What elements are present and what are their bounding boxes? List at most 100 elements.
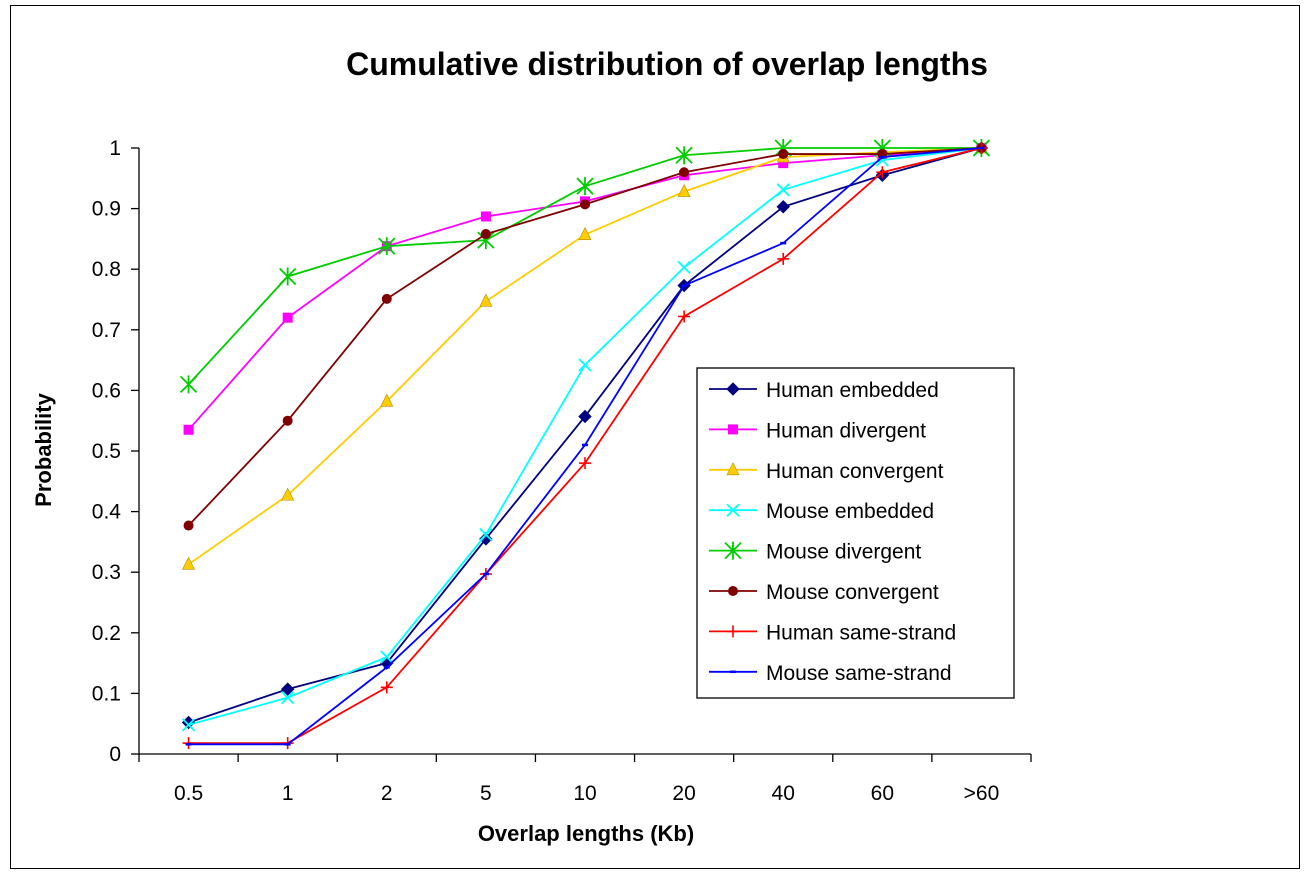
y-tick-label: 0.6 xyxy=(92,379,121,402)
legend-swatch-marker xyxy=(727,625,739,638)
marker-stroke xyxy=(181,718,196,732)
data-point xyxy=(281,487,295,501)
legend-entry: Human embedded xyxy=(709,379,939,402)
data-point xyxy=(578,226,592,240)
legend-swatch-marker xyxy=(724,541,742,560)
data-point xyxy=(576,177,594,196)
marker-stroke xyxy=(677,260,691,275)
data-point xyxy=(282,415,293,426)
y-tick-label: 0.8 xyxy=(92,258,121,281)
legend-entry: Mouse same-strand xyxy=(709,662,952,685)
data-point xyxy=(378,237,396,256)
legend-label: Mouse embedded xyxy=(766,500,934,523)
data-point xyxy=(381,293,392,304)
x-tick-label: 5 xyxy=(480,782,492,805)
x-tick-label: 0.5 xyxy=(174,782,203,805)
series-mouse-same-strand xyxy=(185,146,985,746)
data-point xyxy=(181,715,196,730)
data-point xyxy=(281,691,295,705)
legend-label: Human same-strand xyxy=(766,621,956,644)
y-tick-label: 1 xyxy=(109,137,121,160)
legend-label: Human embedded xyxy=(766,379,939,402)
y-tick-label: 0.9 xyxy=(92,198,121,221)
legend-box xyxy=(696,367,1015,699)
data-point xyxy=(181,718,196,732)
y-tick-label: 0.7 xyxy=(92,319,121,342)
series-layer xyxy=(179,139,991,750)
data-point xyxy=(778,158,789,169)
data-point xyxy=(580,199,590,210)
x-tick-label: 40 xyxy=(772,782,795,805)
data-point xyxy=(479,532,493,546)
chart-frame xyxy=(10,5,1300,869)
y-tick-label: 0 xyxy=(109,743,121,766)
x-tick-label: 20 xyxy=(672,782,695,805)
data-point xyxy=(675,146,693,165)
data-point xyxy=(380,681,393,694)
data-point xyxy=(777,252,790,265)
data-point xyxy=(578,358,592,372)
legend: Human embedded Human divergent Human conve… xyxy=(696,367,1015,699)
y-tick-label: 0.2 xyxy=(92,622,121,645)
data-point xyxy=(480,229,491,240)
marker-stroke xyxy=(578,358,592,372)
data-point xyxy=(479,293,493,307)
data-point xyxy=(179,375,198,394)
y-axis-title: Probability xyxy=(31,392,56,506)
data-point xyxy=(678,310,691,323)
legend-entry: Mouse embedded xyxy=(709,500,934,523)
marker-stroke xyxy=(380,650,394,664)
legend-swatch-marker xyxy=(726,382,740,396)
chart-title: Cumulative distribution of overlap lengt… xyxy=(346,46,988,82)
legend-entry: Mouse convergent xyxy=(709,581,939,604)
data-point xyxy=(182,556,196,570)
data-point xyxy=(183,424,194,435)
data-point xyxy=(776,183,790,197)
y-tick-label: 0.4 xyxy=(92,501,122,524)
data-point xyxy=(480,211,491,222)
data-point xyxy=(279,267,297,286)
data-point xyxy=(876,166,889,179)
x-tick-label: 1 xyxy=(282,782,294,805)
data-point xyxy=(677,183,691,197)
data-point xyxy=(677,260,691,275)
x-tick-label: 60 xyxy=(871,782,894,805)
data-point xyxy=(776,200,790,214)
marker-stroke xyxy=(726,503,740,517)
data-point xyxy=(479,527,493,542)
data-point xyxy=(579,457,591,470)
legend-label: Mouse divergent xyxy=(766,541,921,564)
marker-stroke xyxy=(281,691,295,705)
y-tick-label: 0.5 xyxy=(92,440,121,463)
legend-label: Mouse convergent xyxy=(766,581,939,604)
legend-swatch-marker xyxy=(726,462,740,476)
data-point xyxy=(280,682,295,696)
data-point xyxy=(778,149,789,160)
y-tick-label: 0.3 xyxy=(92,561,121,584)
series-mouse-divergent xyxy=(179,139,991,394)
legend-swatch-marker xyxy=(728,586,738,596)
axes: 0 0.1 0.2 0.3 0.4 0.5 0.6 0.7 0.8 0.9 1 0.5 1 2 5 10 20 4… xyxy=(92,137,1032,805)
data-point xyxy=(380,393,394,407)
marker-stroke xyxy=(776,183,790,197)
legend-entry: Human same-strand xyxy=(709,621,956,644)
legend-label: Human divergent xyxy=(766,419,926,442)
legend-entry: Mouse divergent xyxy=(709,541,921,564)
x-tick-label: >60 xyxy=(964,782,1000,805)
data-point xyxy=(679,167,690,178)
legend-swatch-marker xyxy=(726,503,740,517)
legend-entry: Human divergent xyxy=(709,419,926,442)
legend-label: Mouse same-strand xyxy=(766,662,952,685)
data-point xyxy=(380,650,394,664)
marker-stroke xyxy=(479,527,493,542)
x-tick-label: 2 xyxy=(381,782,393,805)
legend-entry: Human convergent xyxy=(709,460,944,483)
data-point xyxy=(282,312,293,323)
x-tick-label: 10 xyxy=(573,782,596,805)
data-point xyxy=(578,409,592,424)
x-axis-title: Overlap lengths (Kb) xyxy=(478,821,694,846)
y-tick-label: 0.1 xyxy=(92,682,121,705)
legend-swatch-marker xyxy=(728,424,738,435)
data-point xyxy=(183,520,194,531)
